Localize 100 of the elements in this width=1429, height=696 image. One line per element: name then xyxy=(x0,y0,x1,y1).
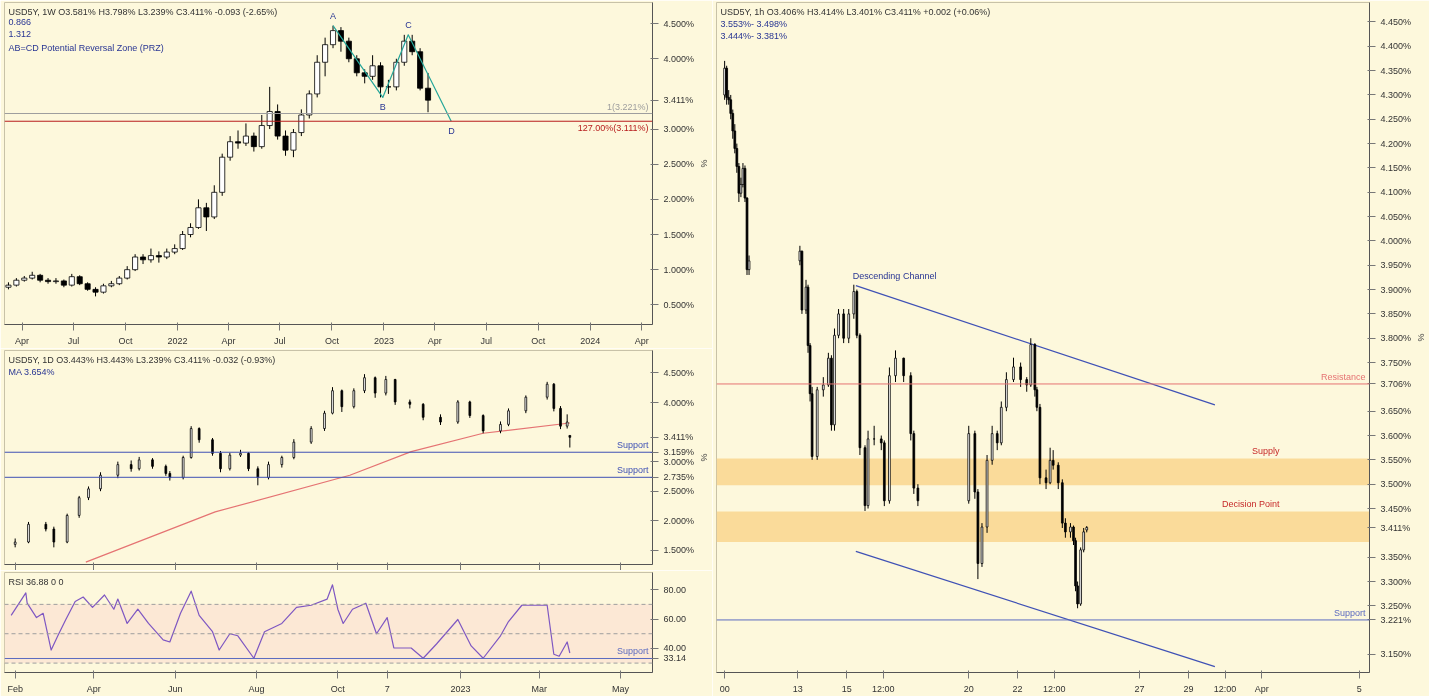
band-label: Supply xyxy=(1251,446,1280,457)
y-tick-label: 3.250% xyxy=(1380,600,1412,611)
y-tick-label: 3.221% xyxy=(1380,614,1412,625)
x-tick-label: Aug xyxy=(248,683,265,694)
y-tick-label: 4.150% xyxy=(1380,162,1412,173)
x-tick-label: Oct xyxy=(118,335,134,346)
y-tick-label: 4.500% xyxy=(663,367,695,378)
y-tick-label: 80.00 xyxy=(663,584,687,595)
y-tick-label: 4.000% xyxy=(1380,235,1412,246)
candlestick xyxy=(227,135,234,162)
y-tick-label: 4.100% xyxy=(1380,187,1412,198)
candlestick xyxy=(45,277,52,285)
candlestick xyxy=(292,438,296,460)
y-tick-label: 3.650% xyxy=(1380,406,1412,417)
y-tick-label: 2.500% xyxy=(663,159,695,170)
candlestick xyxy=(77,495,81,519)
ref-line-label: Support xyxy=(616,440,649,451)
text: USD5Y, 1h O3.406% H3.414% L3.401% C3.411% +0.002 (+0.06%) xyxy=(720,6,991,17)
annotation: MA 3.654% xyxy=(8,366,55,377)
candlestick xyxy=(250,132,257,153)
annotation: AB=CD Potential Reversal Zone (PRZ) xyxy=(8,42,164,53)
line-series xyxy=(85,422,571,563)
candlestick xyxy=(52,526,56,548)
x-tick-label: Apr xyxy=(1254,683,1269,694)
candlestick xyxy=(352,387,356,409)
y-tick-label: 3.159% xyxy=(663,447,695,458)
annotation: 1.312 xyxy=(8,28,32,39)
y-axis-title: % xyxy=(699,453,710,462)
ref-line-label: Support xyxy=(616,646,649,657)
y-tick-label: 1.500% xyxy=(663,545,695,556)
x-tick-label: May xyxy=(612,683,630,694)
y-tick-label: 4.450% xyxy=(1380,16,1412,27)
text: USD5Y, 1D O3.443% H3.443% L3.239% C3.411% -0.032 (-0.93%) xyxy=(8,354,276,365)
y-tick-label: 33.14 xyxy=(663,653,687,664)
y-tick-label: 2.500% xyxy=(663,486,695,497)
y-tick-label: 3.411% xyxy=(1380,522,1411,533)
candlestick xyxy=(330,25,336,49)
ref-line-label: 1(3.221%) xyxy=(606,101,649,112)
y-tick-label: 3.411% xyxy=(663,95,694,106)
y-tick-label: 60.00 xyxy=(663,614,687,625)
y-tick-label: 3.950% xyxy=(1380,260,1412,271)
annotation: D xyxy=(448,126,456,137)
x-tick-label: 00 xyxy=(719,683,730,694)
line-series xyxy=(10,584,571,659)
candlestick xyxy=(894,349,897,383)
candlestick xyxy=(323,410,326,432)
x-tick-label: Apr xyxy=(427,335,442,346)
x-tick-label: 12:00 xyxy=(872,683,895,694)
candlestick xyxy=(147,248,154,264)
y-tick-label: 4.200% xyxy=(1380,138,1412,149)
x-tick-label: 12:00 xyxy=(1042,683,1066,694)
candlestick xyxy=(902,357,905,383)
x-tick-label: 2024 xyxy=(580,335,601,346)
y-tick-label: 1.000% xyxy=(663,264,695,275)
ref-line-label: Support xyxy=(1333,607,1366,618)
y-tick-label: 3.900% xyxy=(1380,284,1412,295)
y-tick-label: 3.150% xyxy=(1380,649,1412,660)
x-tick-label: Apr xyxy=(634,335,649,346)
annotation: B xyxy=(379,102,386,113)
y-tick-label: 1.500% xyxy=(663,229,695,240)
annotation: 3.553%- 3.498% xyxy=(720,18,788,29)
candlestick xyxy=(242,122,249,147)
candlestick xyxy=(140,253,147,265)
y-tick-label: 3.550% xyxy=(1380,454,1412,465)
x-tick-label: 2023 xyxy=(373,335,394,346)
candlestick xyxy=(322,37,329,77)
candlestick xyxy=(306,89,313,119)
x-tick-label: Oct xyxy=(324,335,340,346)
chart-title: USD5Y, 1W O3.581% H3.798% L3.239% C3.411% -0.093 (-2.65%) xyxy=(8,6,278,17)
candlestick xyxy=(1019,362,1022,388)
ref-line-label: 127.00%(3.111%) xyxy=(577,123,649,134)
candlestick xyxy=(481,413,485,434)
candlestick xyxy=(1048,447,1052,485)
y-tick-label: 4.400% xyxy=(1380,41,1412,52)
x-tick-label: Apr xyxy=(86,683,101,694)
x-tick-label: 2023 xyxy=(450,683,471,694)
y-tick-label: 0.500% xyxy=(663,299,695,310)
candlestick xyxy=(363,373,366,394)
x-tick-label: Jun xyxy=(167,683,183,694)
y-tick-label: 4.000% xyxy=(663,53,695,64)
y-tick-label: 3.800% xyxy=(1380,333,1412,344)
x-tick-label: Mar xyxy=(531,683,547,694)
y-tick-label: 4.250% xyxy=(1380,114,1412,125)
candlestick xyxy=(872,425,876,446)
x-tick-label: Oct xyxy=(330,683,346,694)
y-tick-label: 3.000% xyxy=(663,124,695,135)
y-tick-label: 3.411% xyxy=(663,432,694,443)
y-tick-label: 3.850% xyxy=(1380,308,1412,319)
y-tick-label: 3.600% xyxy=(1380,430,1412,441)
y-tick-label: 4.000% xyxy=(663,397,695,408)
annotation: C xyxy=(405,19,413,30)
y-tick-label: 40.00 xyxy=(663,643,687,654)
x-tick-label: 20 xyxy=(963,683,974,694)
x-tick-label: Apr xyxy=(221,335,236,346)
candlestick xyxy=(384,375,388,396)
candlestick xyxy=(256,465,260,486)
candlestick xyxy=(181,455,185,480)
x-tick-label: 15 xyxy=(841,683,852,694)
candlestick xyxy=(155,250,162,264)
x-tick-label: 12:00 xyxy=(1213,683,1237,694)
